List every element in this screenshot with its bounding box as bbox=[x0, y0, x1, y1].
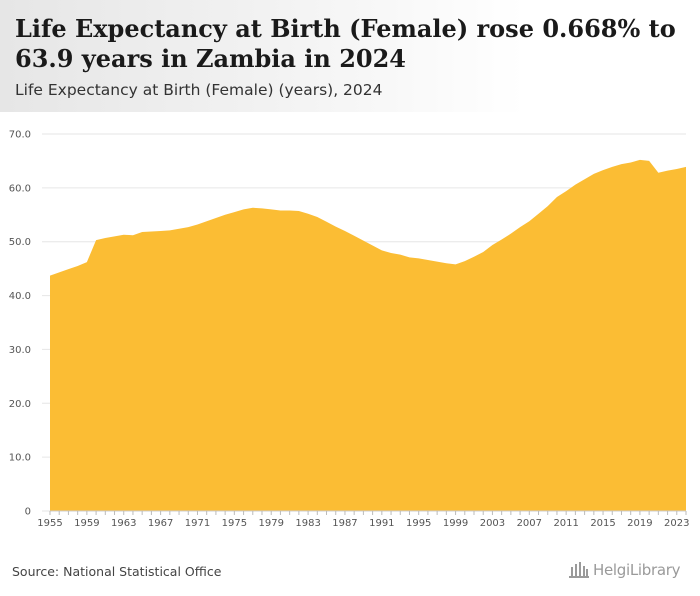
y-tick-label: 40.0 bbox=[9, 291, 31, 302]
x-tick-label: 1987 bbox=[332, 518, 357, 529]
chart-title: Life Expectancy at Birth (Female) rose 0… bbox=[15, 14, 676, 73]
x-tick-label: 1979 bbox=[258, 518, 283, 529]
y-tick-label: 0 bbox=[25, 507, 31, 518]
y-tick-label: 20.0 bbox=[9, 399, 31, 410]
x-tick-label: 2003 bbox=[480, 518, 505, 529]
area-chart: 010.020.030.040.050.060.070.0 1955 1959 19… bbox=[9, 130, 690, 530]
logo-text: HelgiLibrary bbox=[593, 561, 681, 579]
x-tick-label: 1999 bbox=[443, 518, 468, 529]
x-tick-label: 1963 bbox=[111, 518, 136, 529]
x-tick-label: 1975 bbox=[222, 518, 247, 529]
x-tick-label: 1967 bbox=[148, 518, 173, 529]
helgilibrary-logo[interactable]: HelgiLibrary bbox=[568, 561, 681, 579]
x-tick-label: 1971 bbox=[185, 518, 210, 529]
x-tick-label: 2007 bbox=[517, 518, 542, 529]
x-tick-label: 1983 bbox=[295, 518, 320, 529]
header-band bbox=[0, 0, 700, 112]
y-tick-label: 10.0 bbox=[9, 453, 31, 464]
x-tick-label: 1995 bbox=[406, 518, 431, 529]
area-fill bbox=[50, 159, 686, 511]
source-note: Source: National Statistical Office bbox=[12, 564, 222, 579]
x-tick-label: 2019 bbox=[627, 518, 652, 529]
y-axis: 0 10.0 20.0 30.0 40.0 50.0 60.0 70.0 bbox=[9, 130, 31, 518]
y-tick-label: 50.0 bbox=[9, 237, 31, 248]
x-tick-label: 2015 bbox=[590, 518, 615, 529]
y-tick-label: 60.0 bbox=[9, 183, 31, 194]
y-tick-label: 30.0 bbox=[9, 345, 31, 356]
x-axis: 1955 1959 1963 1967 1971 1975 1979 1983 1987 1991… bbox=[37, 510, 690, 529]
x-tick-label: 1955 bbox=[37, 518, 62, 529]
area-series bbox=[50, 159, 686, 511]
x-tick-label: 1959 bbox=[74, 518, 99, 529]
chart-subtitle: Life Expectancy at Birth (Female) (years… bbox=[15, 81, 383, 99]
x-tick-label: 1991 bbox=[369, 518, 394, 529]
library-building-icon bbox=[569, 562, 589, 578]
y-tick-label: 70.0 bbox=[9, 130, 31, 141]
x-tick-label: 2023 bbox=[664, 518, 689, 529]
x-tick-label: 2011 bbox=[553, 518, 578, 529]
